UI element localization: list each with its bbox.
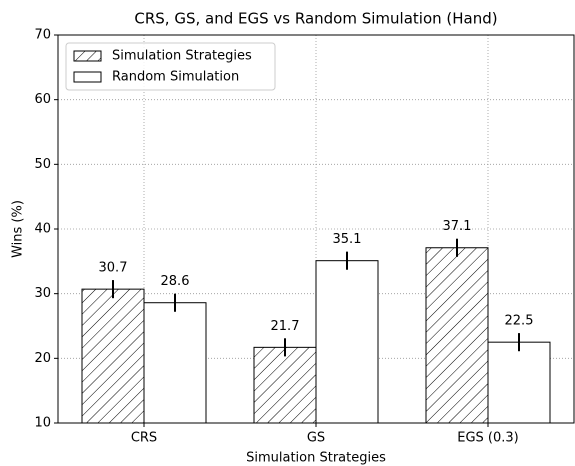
y-tick-label: 60	[34, 92, 51, 107]
data-label: 37.1	[443, 219, 472, 234]
x-tick-label: EGS (0.3)	[457, 431, 519, 446]
plot-frame	[57, 34, 575, 424]
data-label: 28.6	[161, 274, 190, 289]
bar	[315, 260, 379, 424]
y-tick-label: 70	[34, 28, 51, 43]
y-tick-label: 40	[34, 222, 51, 237]
x-tick-label: CRS	[131, 431, 157, 446]
bar	[81, 288, 145, 424]
legend: Simulation Strategies Random Simulation	[65, 42, 276, 91]
y-tick-label: 10	[34, 416, 51, 431]
bar	[487, 341, 551, 424]
legend-swatch	[73, 71, 102, 83]
data-label: 30.7	[99, 261, 128, 276]
data-label: 35.1	[333, 232, 362, 247]
legend-swatch	[73, 50, 102, 62]
y-axis-label: Wins (%)	[11, 200, 26, 258]
y-tick-label: 50	[34, 157, 51, 172]
data-label: 21.7	[271, 319, 300, 334]
legend-label: Random Simulation	[112, 70, 239, 85]
chart-title: CRS, GS, and EGS vs Random Simulation (H…	[134, 10, 497, 28]
data-label: 22.5	[505, 314, 534, 329]
y-tick-label: 20	[34, 351, 51, 366]
x-tick-label: GS	[307, 431, 325, 446]
bar	[425, 247, 489, 424]
bar	[253, 346, 317, 424]
bar	[143, 302, 207, 424]
legend-label: Simulation Strategies	[112, 49, 252, 64]
legend-box	[65, 42, 276, 91]
x-axis-label: Simulation Strategies	[246, 451, 386, 466]
y-tick-label: 30	[34, 286, 51, 301]
